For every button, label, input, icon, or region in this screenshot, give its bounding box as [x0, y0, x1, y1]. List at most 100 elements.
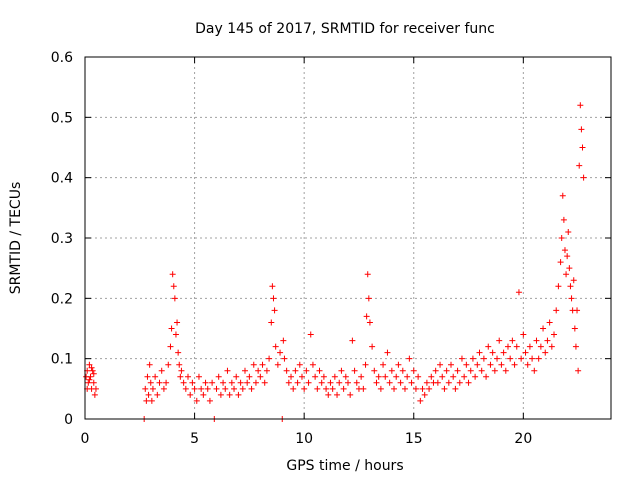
data-point [364, 271, 371, 278]
x-axis-label: GPS time / hours [286, 458, 403, 474]
data-point [570, 277, 577, 284]
data-point [511, 361, 518, 368]
data-point [351, 367, 358, 374]
data-point [500, 349, 507, 356]
data-point [480, 355, 487, 362]
data-point [323, 385, 330, 392]
data-point [252, 379, 259, 386]
data-point [559, 192, 566, 199]
data-point [327, 379, 334, 386]
y-tick-label: 0.5 [51, 110, 73, 126]
data-point [377, 385, 384, 392]
data-point [185, 373, 192, 380]
data-point [198, 385, 205, 392]
data-point [298, 373, 305, 380]
x-tick-label: 0 [81, 431, 90, 447]
data-point [244, 379, 251, 386]
data-point [200, 391, 207, 398]
data-point [574, 307, 581, 314]
y-tick-label: 0 [64, 412, 73, 428]
data-point [577, 102, 584, 109]
data-point [261, 379, 268, 386]
data-point [255, 367, 262, 374]
data-point [288, 373, 295, 380]
data-point [520, 331, 527, 338]
data-point [154, 391, 161, 398]
data-point [386, 379, 393, 386]
plot-frame [84, 56, 612, 420]
data-point [395, 361, 402, 368]
chart-title: Day 145 of 2017, SRMTID for receiver fun… [195, 21, 495, 37]
data-point [301, 385, 308, 392]
data-point [305, 379, 312, 386]
data-point [338, 367, 345, 374]
data-point [373, 379, 380, 386]
data-point [382, 373, 389, 380]
y-tick-label: 0.6 [51, 50, 73, 66]
data-point [178, 367, 185, 374]
data-point [272, 343, 279, 350]
data-point [193, 397, 200, 404]
data-point [145, 391, 152, 398]
data-point [349, 337, 356, 344]
data-point [228, 379, 235, 386]
data-point [91, 391, 98, 398]
data-point [296, 361, 303, 368]
data-point [485, 343, 492, 350]
data-point [156, 379, 163, 386]
data-point [540, 325, 547, 332]
data-point [239, 385, 246, 392]
data-point [175, 349, 182, 356]
data-point [165, 361, 172, 368]
data-point [496, 337, 503, 344]
data-point [474, 361, 481, 368]
data-point [202, 379, 209, 386]
data-point [553, 307, 560, 314]
data-point [176, 361, 183, 368]
data-point [572, 343, 579, 350]
data-point [526, 343, 533, 350]
data-point [509, 337, 516, 344]
data-point [575, 367, 582, 374]
data-point [518, 355, 525, 362]
data-point [441, 385, 448, 392]
data-point [542, 349, 549, 356]
data-point [408, 379, 415, 386]
data-point [158, 367, 165, 374]
data-point [580, 174, 587, 181]
data-point [222, 385, 229, 392]
data-point [423, 379, 430, 386]
data-point [566, 265, 573, 272]
data-point [92, 385, 99, 392]
data-point [257, 373, 264, 380]
data-point [268, 319, 275, 326]
data-point [456, 379, 463, 386]
data-point [285, 379, 292, 386]
data-point [177, 373, 184, 380]
data-point [428, 373, 435, 380]
data-point [371, 367, 378, 374]
data-point [465, 379, 472, 386]
data-point [174, 319, 181, 326]
data-point [180, 379, 187, 386]
data-point [369, 343, 376, 350]
data-point [209, 379, 216, 386]
data-point [467, 367, 474, 374]
data-point [544, 337, 551, 344]
data-point [213, 385, 220, 392]
data-point [314, 385, 321, 392]
data-point [563, 271, 570, 278]
y-tick-label: 0.1 [51, 352, 73, 368]
data-point [217, 391, 224, 398]
data-point [380, 361, 387, 368]
y-tick-label: 0.3 [51, 231, 73, 247]
data-point [362, 361, 369, 368]
data-point [515, 289, 522, 296]
data-point [149, 385, 156, 392]
data-point [397, 379, 404, 386]
data-point [292, 367, 299, 374]
data-point [195, 373, 202, 380]
data-point [283, 367, 290, 374]
data-point [277, 349, 284, 356]
data-point [558, 235, 565, 241]
